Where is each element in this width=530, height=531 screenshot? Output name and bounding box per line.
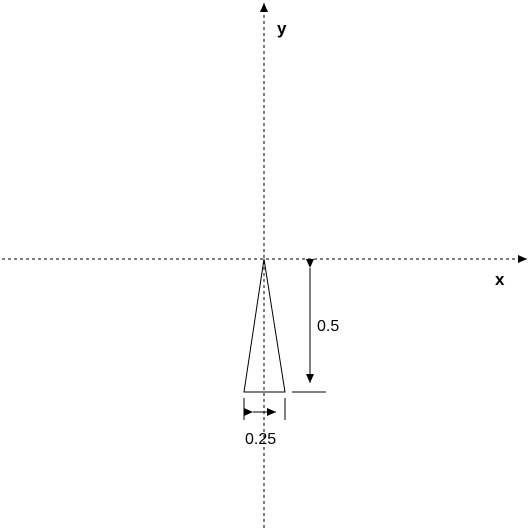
y-axis-label: y (277, 19, 287, 38)
triangle-shape (243, 258, 286, 393)
height-dimension-label: 0.5 (317, 318, 339, 335)
width-dimension-label: 0.25 (245, 431, 276, 448)
x-axis-label: x (495, 270, 505, 289)
